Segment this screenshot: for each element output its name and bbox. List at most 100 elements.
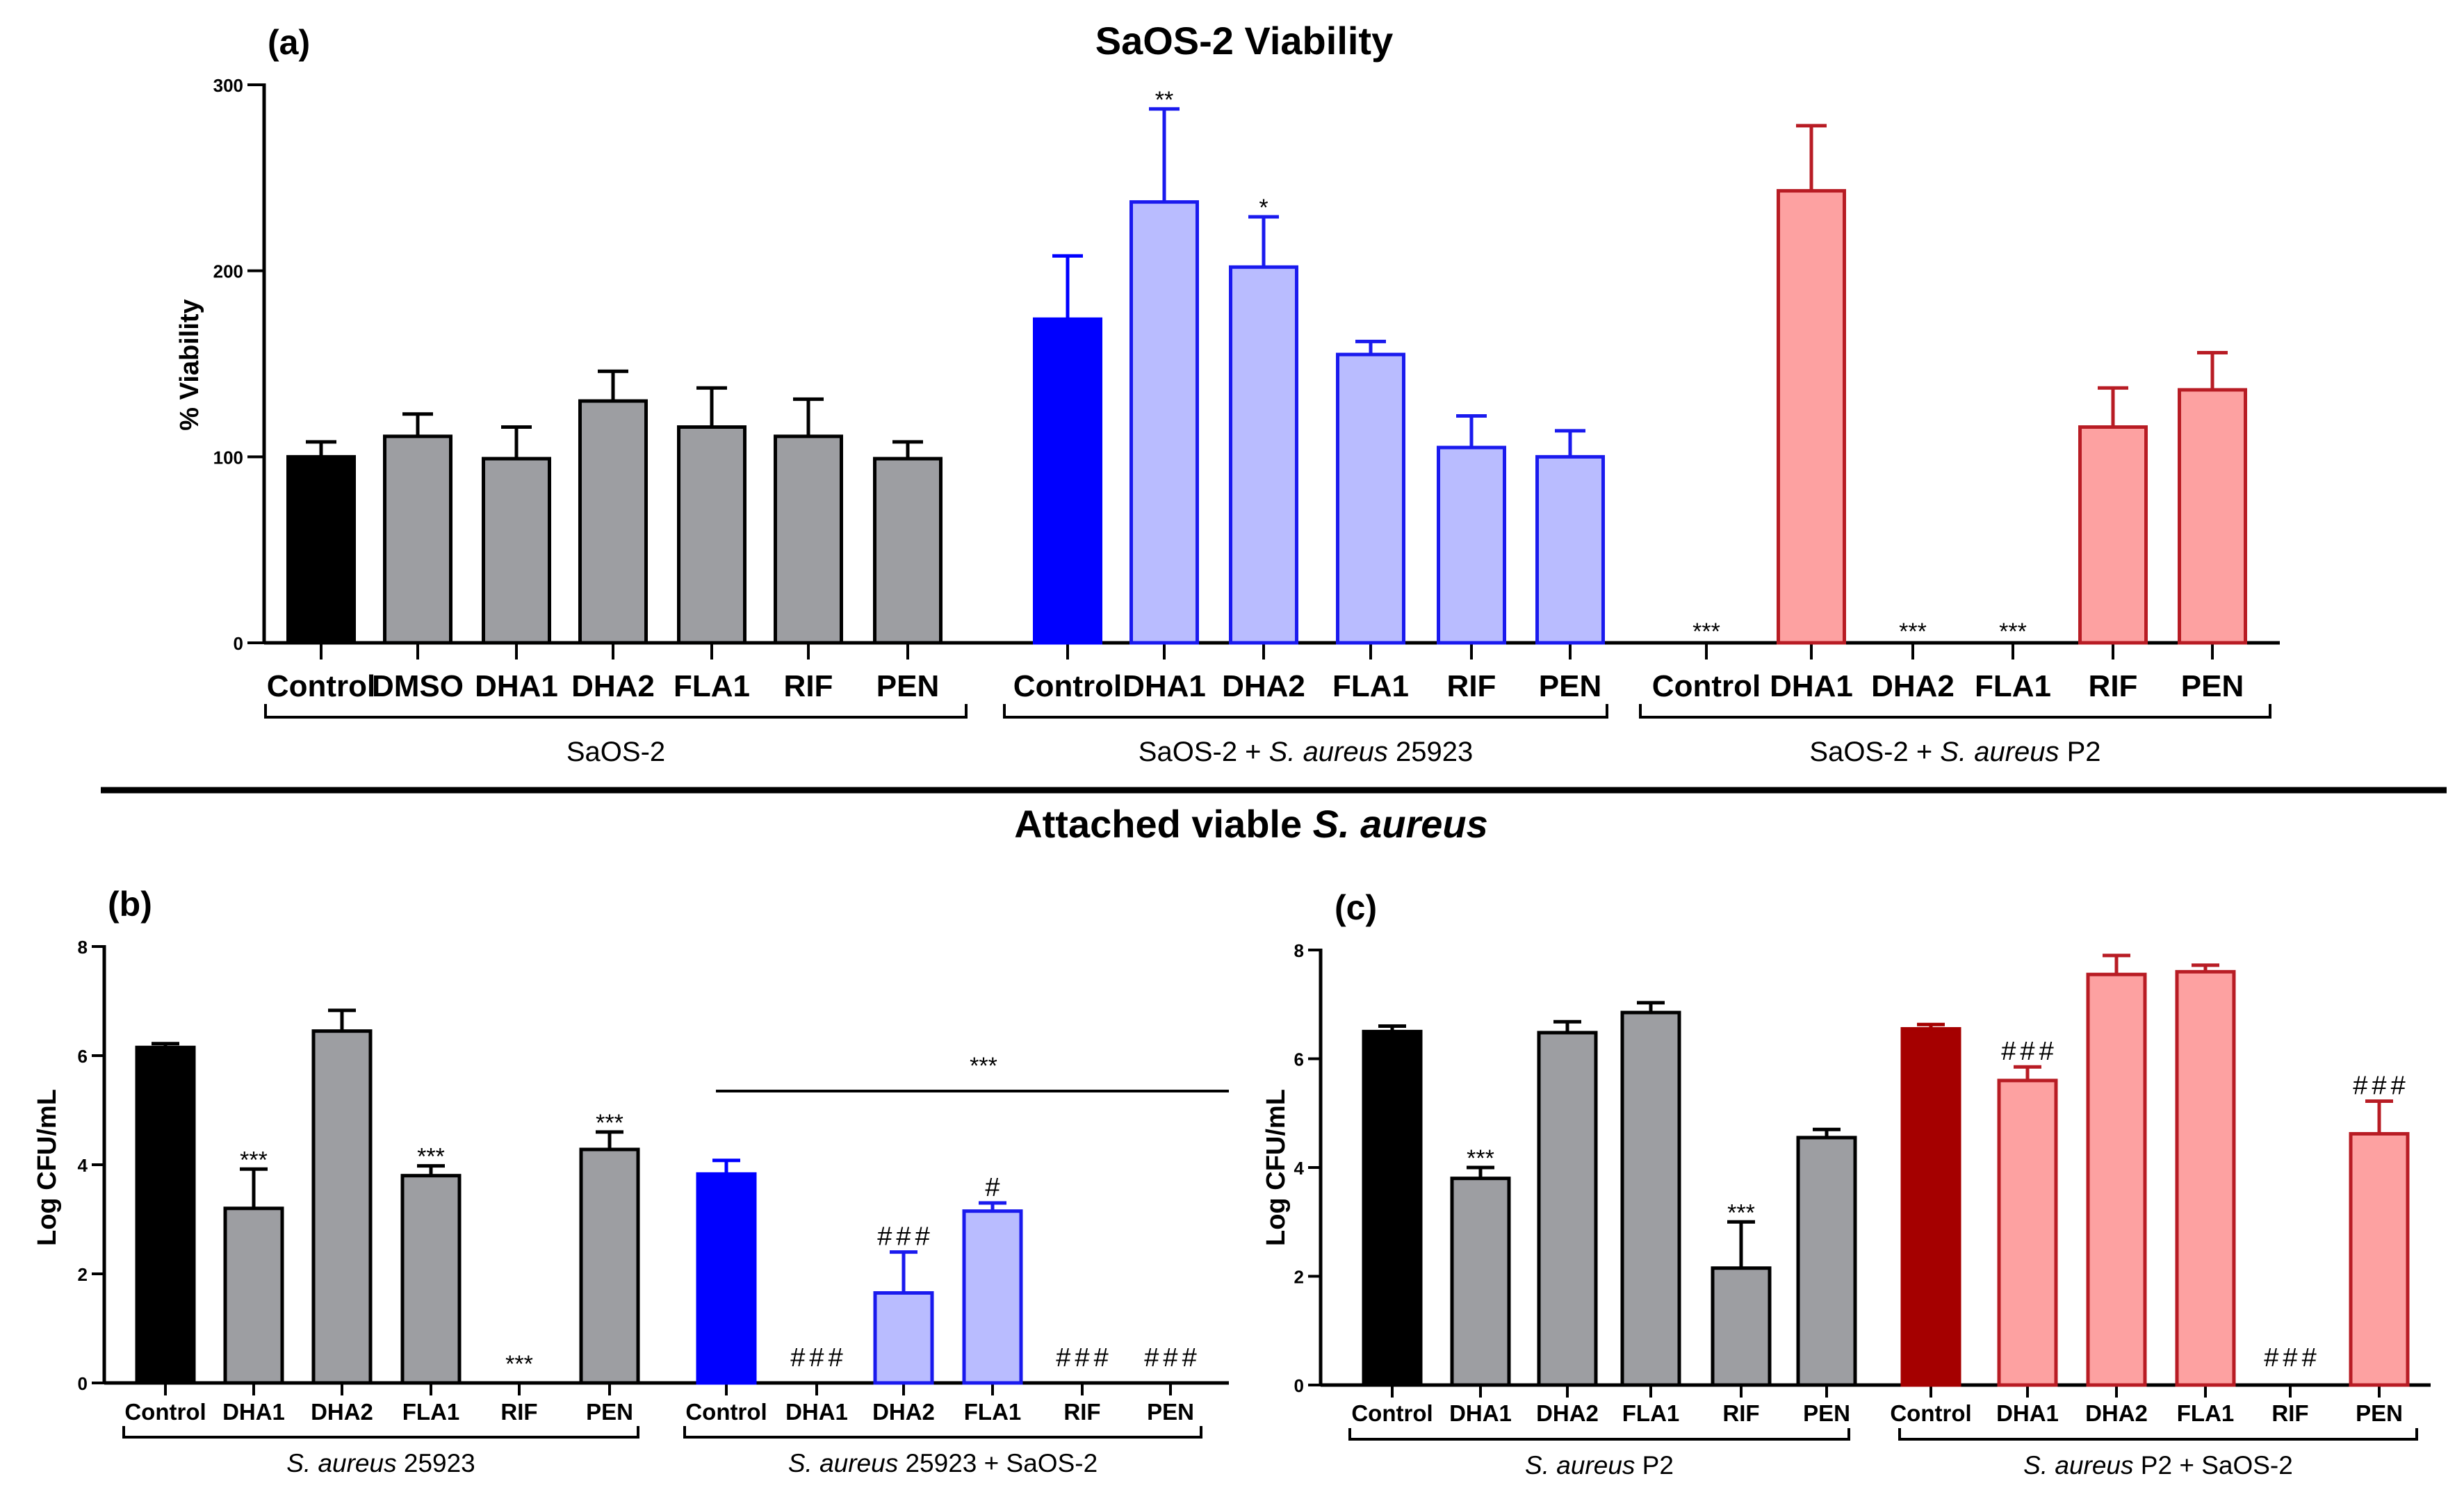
group-label-text: SaOS-2 + — [1139, 737, 1269, 767]
x-tick-label: FLA1 — [964, 1399, 1022, 1425]
panel-letter: (c) — [1335, 888, 1377, 927]
bar — [1900, 1026, 1961, 1387]
y-tick-label: 0 — [234, 633, 243, 654]
group-label-suffix: P2 — [1635, 1451, 1674, 1480]
panel-letter: (a) — [268, 23, 310, 62]
y-tick-label: 4 — [1294, 1158, 1305, 1179]
panel-letter: (b) — [108, 885, 152, 924]
panel-bc-title-italic: S. aureus — [1313, 802, 1488, 846]
y-tick-label: 2 — [1294, 1267, 1304, 1288]
y-axis-title: Log CFU/mL — [33, 1089, 62, 1246]
significance-label: *** — [1999, 619, 2027, 645]
x-tick-label: Control — [1652, 669, 1761, 703]
x-tick-label: Control — [1351, 1400, 1433, 1426]
x-tick-label: FLA1 — [1622, 1400, 1680, 1426]
x-tick-label: PEN — [1803, 1400, 1850, 1426]
bar — [1229, 265, 1298, 645]
x-tick-label: RIF — [784, 669, 833, 703]
group-label-suffix: P2 — [2059, 737, 2101, 767]
group-label-suffix: 25923 — [1388, 737, 1473, 767]
x-tick-label: DHA2 — [1222, 669, 1305, 703]
x-tick-label: PEN — [586, 1399, 633, 1425]
bar — [1777, 189, 1846, 645]
y-tick-label: 8 — [1294, 940, 1304, 961]
x-tick-label: PEN — [876, 669, 939, 703]
x-tick-label: RIF — [1063, 1399, 1100, 1425]
x-tick-label: DHA1 — [785, 1399, 848, 1425]
significance-label: *** — [240, 1147, 268, 1173]
panel-a-title: SaOS-2 Viability — [1095, 19, 1393, 63]
bar — [1711, 1266, 1772, 1387]
significance-label: *** — [1467, 1145, 1494, 1172]
x-tick-label: FLA1 — [402, 1399, 460, 1425]
bar — [696, 1172, 757, 1385]
significance-label: *** — [417, 1144, 445, 1170]
bar — [774, 434, 843, 645]
x-tick-label: PEN — [2356, 1400, 2403, 1426]
y-tick-label: 6 — [1294, 1049, 1304, 1070]
bar — [1537, 1031, 1598, 1387]
bar — [286, 454, 356, 645]
significance-label: # — [985, 1173, 1004, 1202]
significance-label: *** — [1899, 619, 1927, 645]
bar — [400, 1174, 462, 1385]
group-bracket — [1898, 1428, 2418, 1441]
group-label-italic: S. aureus — [286, 1449, 396, 1477]
x-tick-label: FLA1 — [2177, 1400, 2235, 1426]
bar — [579, 1147, 640, 1385]
significance-line-label: *** — [970, 1053, 997, 1079]
group-label: SaOS-2 + S. aureus 25923 — [1139, 737, 1473, 767]
bar — [1997, 1079, 2058, 1387]
x-tick-label: PEN — [2181, 669, 2244, 703]
bar — [2078, 425, 2148, 645]
y-tick-label: 0 — [1294, 1375, 1304, 1396]
bar — [1620, 1010, 1681, 1387]
bar — [135, 1045, 196, 1385]
bar — [2349, 1131, 2410, 1387]
significance-label: ### — [1144, 1343, 1200, 1373]
group-label: S. aureus 25923 + SaOS-2 — [788, 1449, 1098, 1477]
bar — [873, 457, 943, 645]
significance-label: ### — [2353, 1072, 2409, 1101]
bar — [2175, 969, 2236, 1387]
bar — [2178, 388, 2247, 645]
x-tick-label: DHA2 — [311, 1399, 373, 1425]
x-tick-label: DHA2 — [2085, 1400, 2148, 1426]
significance-label: ### — [790, 1343, 847, 1373]
group-label: S. aureus P2 + SaOS-2 — [2023, 1451, 2293, 1480]
panel-bc-title: Attached viable S. aureus — [1014, 802, 1488, 846]
group-label-suffix: 25923 + SaOS-2 — [898, 1449, 1098, 1477]
bar — [873, 1291, 934, 1385]
bar — [1437, 445, 1506, 645]
group-label-text: SaOS-2 + — [1809, 737, 1940, 767]
y-axis-title: Log CFU/mL — [1262, 1089, 1291, 1246]
x-tick-label: DHA1 — [1449, 1400, 1512, 1426]
bar — [482, 457, 551, 645]
significance-label: *** — [505, 1351, 533, 1377]
significance-label: ### — [2001, 1037, 2057, 1066]
y-axis-title: % Viability — [175, 299, 204, 430]
x-tick-label: PEN — [1147, 1399, 1194, 1425]
group-bracket — [122, 1426, 639, 1439]
significance-label: *** — [596, 1110, 623, 1136]
bar — [1450, 1177, 1511, 1387]
x-tick-label: Control — [1013, 669, 1122, 703]
group-label: S. aureus P2 — [1525, 1451, 1674, 1480]
group-bracket — [683, 1426, 1202, 1439]
bar — [1336, 352, 1405, 645]
x-tick-label: DHA1 — [1123, 669, 1206, 703]
x-tick-label: DHA2 — [872, 1399, 935, 1425]
x-tick-label: Control — [1890, 1400, 1971, 1426]
x-tick-label: Control — [124, 1399, 206, 1425]
x-tick-label: RIF — [1447, 669, 1496, 703]
chart-panel-c: (c) Log CFU/mL 0 2 4 6 8 Control DHA1 *** DHA2 FLA1… — [1262, 888, 2431, 1480]
group-bracket — [1639, 704, 2271, 719]
group-label-suffix: P2 + SaOS-2 — [2134, 1451, 2293, 1480]
bar — [2086, 972, 2147, 1387]
group-label-italic: S. aureus — [788, 1449, 898, 1477]
x-tick-label: DHA1 — [1770, 669, 1853, 703]
x-tick-label: PEN — [1539, 669, 1601, 703]
x-tick-label: DHA2 — [571, 669, 655, 703]
x-tick-label: DHA2 — [1871, 669, 1955, 703]
group-label-italic: S. aureus — [1940, 737, 2059, 767]
